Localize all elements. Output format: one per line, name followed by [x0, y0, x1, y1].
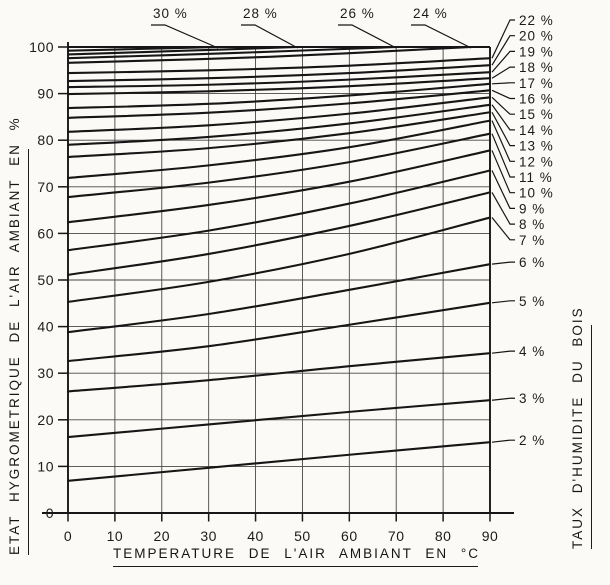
y-tick-label: 20 — [37, 412, 54, 428]
top-curve-label: 28 % — [243, 6, 278, 21]
emc-curve-24pct — [66, 45, 473, 64]
right-curve-label: 7 % — [519, 233, 545, 248]
x-tick-label: 30 — [200, 528, 217, 544]
x-tick-label: 40 — [247, 528, 264, 544]
y-tick-label: 10 — [37, 458, 54, 474]
right-callout-leader — [491, 300, 515, 304]
y-tick-label: 80 — [37, 132, 54, 148]
right-curve-label: 8 % — [519, 217, 545, 232]
y-tick-label: 40 — [37, 319, 54, 335]
right-curve-label: 2 % — [519, 433, 545, 448]
top-curve-label: 24 % — [413, 6, 448, 21]
x-tick-label: 60 — [341, 528, 358, 544]
right-callout-leader — [491, 192, 515, 225]
right-curve-label: 16 % — [519, 92, 554, 107]
emc-curve-6pct — [66, 263, 492, 334]
top-callout-leader — [411, 24, 472, 49]
right-callout-leader — [491, 104, 515, 131]
right-curve-label: 11 % — [519, 170, 553, 185]
top-curve-label: 26 % — [340, 6, 375, 21]
emc-curve-18pct — [66, 77, 492, 96]
right-callout-leader — [491, 89, 515, 100]
x-tick-label: 0 — [64, 528, 72, 544]
right-curve-label: 9 % — [519, 201, 545, 216]
right-callout-leader — [491, 120, 515, 162]
emc-curve-22pct — [66, 57, 492, 75]
right-callout-leader — [491, 133, 515, 178]
y-tick-label: 30 — [37, 365, 54, 381]
x-tick-label: 50 — [294, 528, 311, 544]
right-callout-leader — [491, 217, 515, 241]
emc-curve-17pct — [66, 82, 492, 110]
emc-curve-11pct — [66, 132, 492, 199]
right-callout-leader — [491, 35, 515, 66]
emc-curve-13pct — [66, 111, 492, 159]
emc-curve-3pct — [66, 399, 492, 439]
right-callout-leader — [491, 50, 515, 73]
right-curve-label: 3 % — [519, 391, 545, 406]
x-tick-label: 80 — [435, 528, 452, 544]
right-curve-label: 14 % — [519, 123, 554, 138]
right-curve-label: 18 % — [519, 60, 554, 75]
right-curve-label: 4 % — [519, 344, 545, 359]
y-tick-label: 100 — [29, 39, 54, 55]
right-curve-label: 13 % — [519, 139, 554, 154]
right-curve-label: 17 % — [519, 76, 554, 91]
right-callout-leader — [491, 150, 515, 194]
emc-curve-15pct — [66, 96, 492, 133]
y-tick-label: 90 — [37, 86, 54, 102]
right-callout-leader — [491, 350, 515, 354]
right-callout-leader — [491, 66, 515, 79]
emc-curve-4pct — [66, 352, 492, 393]
emc-curve-14pct — [66, 103, 492, 146]
y-tick-label: 50 — [37, 272, 54, 288]
emc-curve-7pct — [66, 216, 492, 303]
top-callout-leader — [151, 24, 219, 49]
right-curve-label: 15 % — [519, 107, 554, 122]
x-tick-label: 20 — [153, 528, 170, 544]
emc-curve-19pct — [66, 71, 492, 89]
y-tick-label: 0 — [46, 505, 54, 521]
emc-curve-20pct — [66, 64, 492, 83]
right-callout-leader — [491, 397, 515, 401]
emc-curve-10pct — [66, 149, 492, 224]
y-tick-label: 60 — [37, 225, 54, 241]
right-callout-leader — [491, 111, 515, 147]
emc-curve-8pct — [66, 191, 492, 276]
right-callout-leader — [491, 439, 515, 443]
x-tick-label: 10 — [107, 528, 124, 544]
emc-curve-12pct — [66, 119, 492, 179]
right-callout-leader — [491, 96, 515, 115]
right-curve-label: 6 % — [519, 255, 545, 270]
y-axis-title: ETAT HYGROMETRIQUE DE L'AIR AMBIANT EN % — [7, 116, 29, 555]
x-tick-label: 70 — [388, 528, 405, 544]
top-callout-leader — [338, 24, 397, 49]
x-tick-label: 90 — [482, 528, 499, 544]
right-callout-leader — [491, 261, 515, 265]
right-curve-label: 12 % — [519, 154, 554, 169]
right-curve-label: 5 % — [519, 294, 545, 309]
emc-curve-2pct — [66, 441, 492, 482]
right-curve-label: 22 % — [519, 13, 554, 28]
right-curve-label: 10 % — [519, 186, 554, 201]
y-tick-label: 70 — [37, 179, 54, 195]
x-axis-title: TEMPERATURE DE L'AIR AMBIANT EN °C — [113, 546, 478, 567]
right-callout-leader — [491, 170, 515, 209]
emc-curve-16pct — [66, 89, 492, 119]
right-axis-title: TAUX D'HUMIDITE DU BOIS — [570, 306, 592, 549]
right-curve-label: 19 % — [519, 44, 554, 59]
right-callout-leader — [491, 19, 515, 59]
emc-curve-5pct — [66, 301, 492, 363]
top-curve-label: 30 % — [153, 6, 188, 21]
top-callout-leader — [241, 24, 299, 49]
right-callout-leader — [491, 82, 515, 85]
right-curve-label: 20 % — [519, 29, 554, 44]
emc-curve-9pct — [66, 169, 492, 252]
emc-curve-26pct — [66, 45, 398, 60]
